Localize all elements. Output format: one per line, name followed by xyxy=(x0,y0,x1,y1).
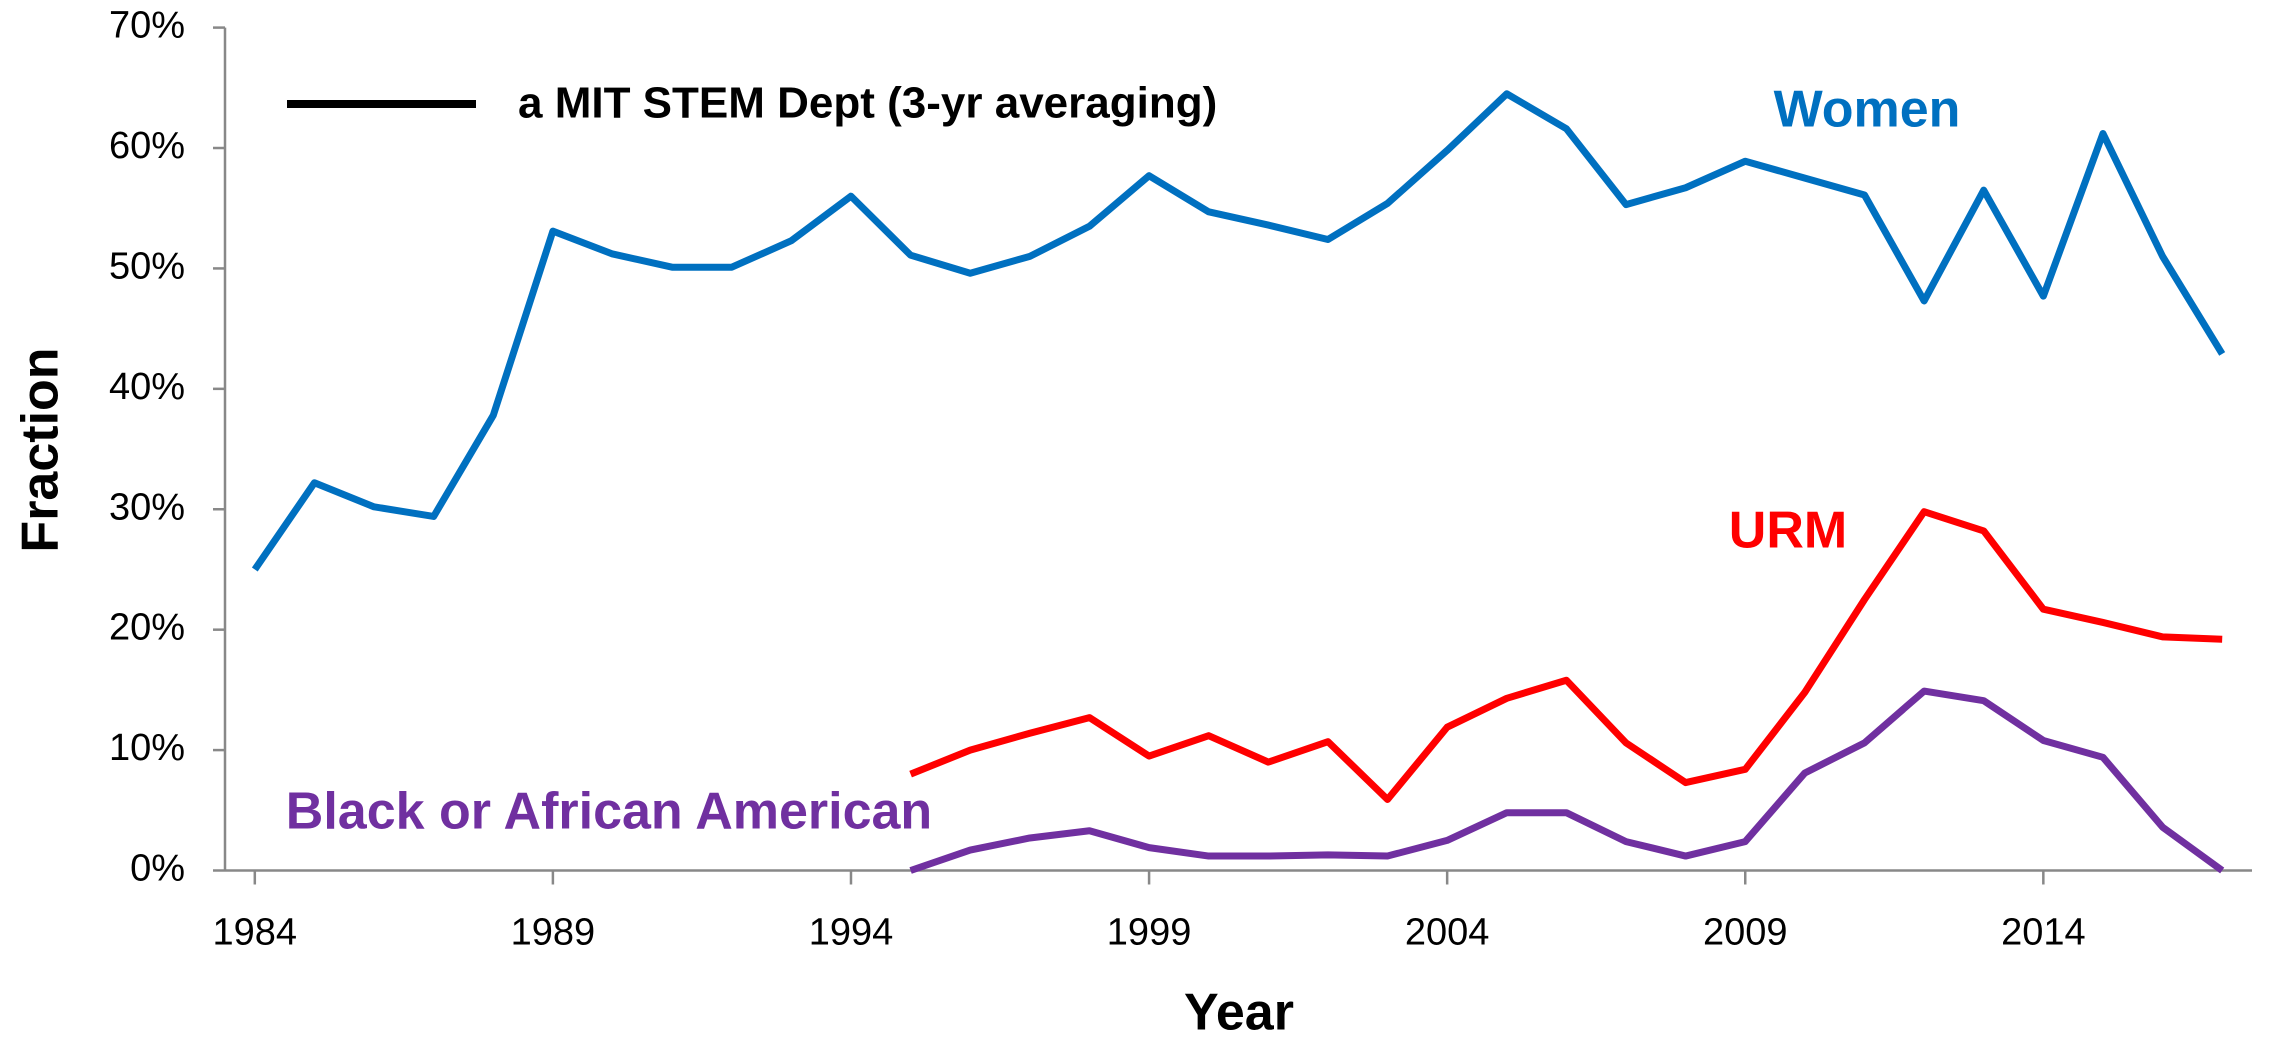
y-tick-label: 20% xyxy=(109,607,185,649)
y-tick-label: 40% xyxy=(109,366,185,408)
x-tick-label: 1994 xyxy=(809,912,894,954)
series-label: URM xyxy=(1729,502,1847,560)
y-tick-label: 30% xyxy=(109,486,185,528)
legend-label: a MIT STEM Dept (3-yr averaging) xyxy=(518,79,1217,128)
y-tick-label: 0% xyxy=(130,848,185,890)
x-tick-label: 2009 xyxy=(1703,912,1788,954)
x-tick-label: 1999 xyxy=(1107,912,1192,954)
y-tick-label: 60% xyxy=(109,125,185,167)
y-tick-label: 70% xyxy=(109,5,185,47)
x-tick-label: 2014 xyxy=(2001,912,2086,954)
x-tick-label: 1989 xyxy=(511,912,596,954)
y-tick-label: 50% xyxy=(109,245,185,287)
x-axis-title: Year xyxy=(1184,984,1294,1042)
series-line xyxy=(251,90,2226,572)
series-label: Women xyxy=(1774,81,1961,139)
x-tick-label: 2004 xyxy=(1405,912,1490,954)
y-tick-label: 10% xyxy=(109,727,185,769)
series-label: Black or African American xyxy=(286,783,932,841)
x-tick-label: 1984 xyxy=(213,912,298,954)
series-line xyxy=(909,687,2225,874)
series-line xyxy=(909,508,2223,803)
y-axis-title: Fraction xyxy=(12,347,70,552)
